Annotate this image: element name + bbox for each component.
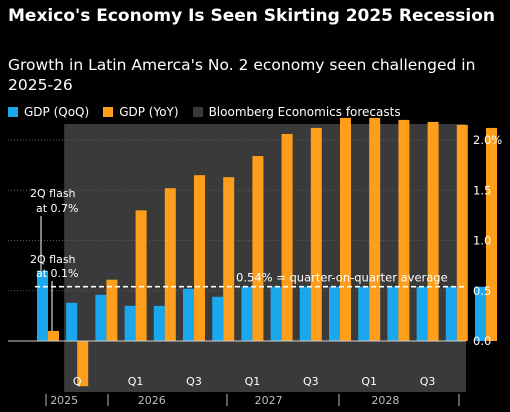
reference-line-label: 0.54% = quarter-on-quarter average — [236, 271, 448, 285]
x-tick-label-5: Q1 — [361, 375, 377, 388]
bar-yoy-9 — [310, 127, 322, 341]
bar-qoq-3 — [124, 305, 136, 341]
x-tick-label-1: Q1 — [128, 375, 144, 388]
legend-swatch-yoy — [103, 107, 114, 117]
legend-label-forecast: Bloomberg Economics forecasts — [208, 105, 401, 119]
year-label-2028: 2028 — [371, 394, 399, 407]
bar-qoq-15 — [475, 286, 486, 341]
y-tick-label-0: 0.0 — [473, 334, 491, 348]
bar-qoq-13 — [416, 286, 428, 341]
bar-yoy-1 — [77, 341, 89, 387]
bar-yoy-8 — [281, 133, 293, 341]
y-tick-label-2: 1.0 — [473, 234, 491, 248]
bar-qoq-9 — [299, 286, 311, 341]
bar-qoq-8 — [270, 286, 282, 341]
bar-yoy-10 — [340, 117, 351, 341]
y-tick-label-3: 1.5 — [473, 183, 491, 197]
annotation-qoq-line2: at 0.7% — [36, 202, 79, 215]
bar-yoy-4 — [164, 188, 176, 341]
bar-yoy-11 — [369, 117, 381, 341]
legend-label-yoy: GDP (YoY) — [119, 105, 179, 119]
bar-qoq-5 — [183, 288, 194, 341]
annotation-yoy-line2: at 0.1% — [36, 267, 79, 280]
bar-yoy-6 — [223, 177, 235, 341]
bar-yoy-2 — [106, 279, 118, 341]
bar-yoy-7 — [252, 156, 264, 341]
x-tick-label-3: Q1 — [245, 375, 261, 388]
bar-qoq-6 — [212, 296, 224, 341]
bar-yoy-3 — [135, 210, 147, 341]
bar-yoy-0 — [48, 330, 59, 341]
x-tick-label-2: Q3 — [186, 375, 202, 388]
legend: GDP (QoQ) GDP (YoY) Bloomberg Economics … — [8, 104, 415, 120]
y-tick-label-1: 0.5 — [473, 284, 491, 298]
x-tick-label-0: Q — [73, 375, 82, 388]
bar-qoq-1 — [66, 302, 78, 341]
legend-item-qoq: GDP (QoQ) — [8, 105, 89, 119]
chart-title: Mexico's Economy Is Seen Skirting 2025 R… — [8, 6, 495, 26]
x-tick-label-6: Q3 — [420, 375, 436, 388]
bar-qoq-14 — [445, 286, 457, 341]
year-label-2027: 2027 — [255, 394, 283, 407]
annotation-qoq-line1: 2Q flash — [30, 187, 76, 200]
annotation-yoy-line1: 2Q flash — [30, 253, 76, 266]
legend-label-qoq: GDP (QoQ) — [24, 105, 90, 119]
bar-yoy-14 — [456, 124, 468, 341]
bar-qoq-2 — [95, 294, 107, 341]
bar-yoy-13 — [427, 121, 439, 341]
bar-yoy-5 — [194, 175, 205, 341]
bar-yoy-15 — [486, 127, 497, 341]
bar-qoq-0 — [37, 270, 48, 341]
bar-qoq-12 — [387, 286, 399, 341]
bar-qoq-11 — [358, 286, 370, 341]
year-label-2026: 2026 — [138, 394, 166, 407]
bar-qoq-10 — [329, 286, 340, 341]
legend-item-forecast: Bloomberg Economics forecasts — [192, 105, 401, 119]
legend-swatch-qoq — [8, 107, 18, 117]
bar-qoq-4 — [153, 305, 165, 341]
bar-qoq-7 — [241, 286, 253, 341]
legend-swatch-forecast — [192, 107, 203, 117]
year-label-2025: 2025 — [50, 394, 78, 407]
legend-item-yoy: GDP (YoY) — [103, 105, 179, 119]
x-tick-label-4: Q3 — [303, 375, 319, 388]
bar-yoy-12 — [398, 119, 410, 342]
y-tick-label-4: 2.0% — [473, 133, 502, 147]
chart-subtitle: Growth in Latin Amerca's No. 2 economy s… — [8, 56, 476, 94]
